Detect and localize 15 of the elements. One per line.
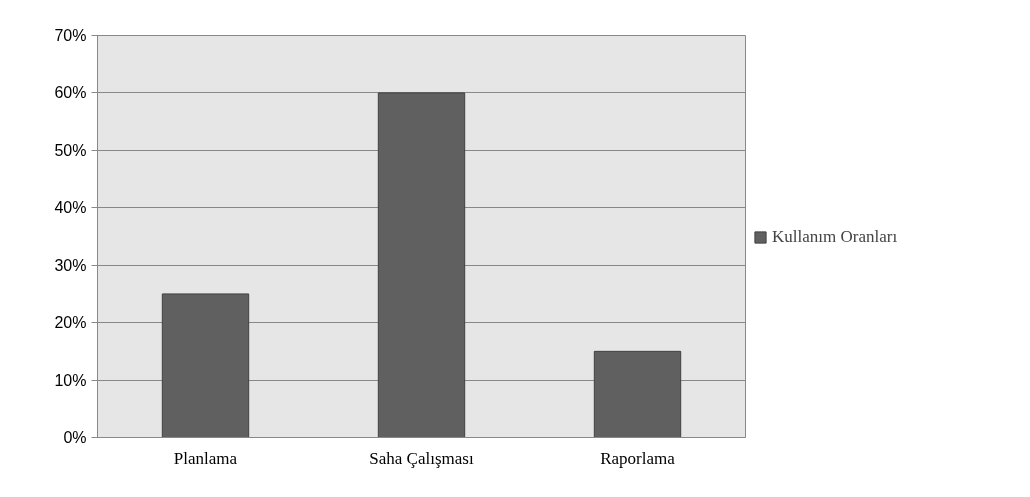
x-tick-label: Planlama — [173, 448, 238, 468]
y-tick-label: 70% — [54, 27, 87, 44]
legend-label: Kullanım Oranları — [772, 227, 898, 247]
bar — [161, 293, 250, 438]
y-tick-label: 60% — [54, 84, 87, 102]
y-tick-label: 0% — [63, 429, 87, 446]
y-tick-label: 40% — [54, 199, 87, 217]
x-tick-label: Saha Çalışması — [369, 448, 474, 468]
y-tick-label: 50% — [54, 141, 87, 159]
bar — [377, 92, 466, 438]
bar — [593, 350, 682, 438]
y-tick-label: 20% — [54, 314, 87, 332]
x-tick-label: Raporlama — [600, 448, 676, 468]
y-tick-label: 30% — [54, 256, 87, 274]
y-tick-label: 10% — [54, 371, 87, 389]
